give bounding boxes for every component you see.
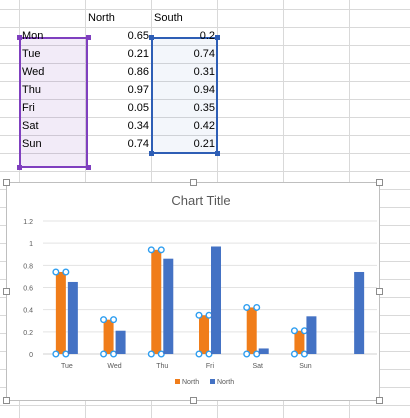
bar-selection-handle — [157, 350, 165, 358]
resize-handle-top-center[interactable] — [190, 179, 197, 186]
bar-selection-handle — [195, 311, 203, 319]
y-tick-label: 0.4 — [23, 308, 33, 315]
bar-selection-handle — [290, 350, 298, 358]
bar-selection-handle — [100, 350, 108, 358]
bar-series-1 — [103, 319, 114, 354]
legend-label: North — [182, 379, 199, 386]
bar-series-1 — [294, 330, 305, 354]
bar-selection-handle — [253, 350, 261, 358]
bar-selection-handle — [243, 350, 251, 358]
cell-south[interactable]: 0.42 — [193, 120, 215, 132]
cell-north[interactable]: 0.21 — [127, 48, 149, 60]
cell-south[interactable]: 0.74 — [193, 48, 215, 60]
chart-object[interactable]: Chart Title 0 0.2 0.4 0.6 0.8 1 1.2 Tue Wed Thu Fr… — [6, 182, 380, 401]
bar-selection-handle — [147, 350, 155, 358]
cell-label[interactable]: Wed — [22, 66, 45, 78]
resize-handle-middle-left[interactable] — [3, 288, 10, 295]
range-handle[interactable] — [86, 165, 91, 170]
bar-selection-handle — [52, 268, 60, 276]
cell-south[interactable]: 0.31 — [193, 66, 215, 78]
range-handle[interactable] — [86, 35, 91, 40]
cell-south[interactable]: 0.35 — [193, 102, 215, 114]
y-tick-label: 0.8 — [23, 263, 33, 270]
cell-south[interactable]: 0.21 — [193, 138, 215, 150]
cell-label[interactable]: Fri — [22, 102, 35, 114]
bar-series-1 — [246, 307, 257, 354]
cell-south[interactable]: 0.2 — [199, 30, 215, 42]
x-tick-label: Wed — [107, 363, 121, 370]
x-tick-label: Thu — [156, 363, 168, 370]
bar-selection-handle — [300, 350, 308, 358]
bar-selection-handle — [52, 350, 60, 358]
cell-north[interactable]: 0.34 — [127, 120, 149, 132]
bar-series-1 — [55, 271, 66, 354]
bar-series-1 — [151, 249, 162, 354]
cell-label[interactable]: Sat — [22, 120, 39, 132]
bar-series-2 — [115, 330, 126, 354]
range-handle[interactable] — [149, 151, 154, 156]
y-tick-label: 0.2 — [23, 330, 33, 337]
range-handle[interactable] — [149, 35, 154, 40]
range-handle[interactable] — [215, 151, 220, 156]
bar-selection-handle — [290, 327, 298, 335]
bar-selection-handle — [195, 350, 203, 358]
cell-north[interactable]: 0.05 — [127, 102, 149, 114]
bar-series-2 — [163, 258, 174, 354]
y-tick-label: 1.2 — [23, 219, 33, 226]
cell-label[interactable]: Mon — [22, 30, 44, 42]
resize-handle-middle-right[interactable] — [376, 288, 383, 295]
legend-label: North — [217, 379, 234, 386]
x-tick-label: Fri — [206, 363, 215, 370]
resize-handle-top-left[interactable] — [3, 179, 10, 186]
resize-handle-bottom-right[interactable] — [376, 397, 383, 404]
bar-selection-handle — [62, 350, 70, 358]
legend-swatch — [210, 379, 215, 384]
cell-north[interactable]: 0.65 — [127, 30, 149, 42]
range-handle[interactable] — [17, 165, 22, 170]
bar-selection-handle — [205, 311, 213, 319]
cell-label[interactable]: Tue — [22, 48, 41, 60]
header-south[interactable]: South — [154, 12, 183, 24]
cell-north[interactable]: 0.86 — [127, 66, 149, 78]
cell-label[interactable]: Sun — [22, 138, 42, 150]
range-handle[interactable] — [17, 35, 22, 40]
bar-series-2 — [258, 348, 269, 354]
x-tick-label: Sat — [252, 363, 263, 370]
range-handle[interactable] — [215, 35, 220, 40]
bar-selection-handle — [300, 327, 308, 335]
bar-selection-handle — [205, 350, 213, 358]
cell-north[interactable]: 0.74 — [127, 138, 149, 150]
bar-series-1 — [199, 315, 209, 354]
y-tick-label: 0 — [29, 352, 33, 359]
cell-north[interactable]: 0.97 — [127, 84, 149, 96]
header-north[interactable]: North — [88, 12, 115, 24]
resize-handle-bottom-left[interactable] — [3, 397, 10, 404]
resize-handle-top-right[interactable] — [376, 179, 383, 186]
cell-label[interactable]: Thu — [22, 84, 41, 96]
chart-title[interactable]: Chart Title — [171, 193, 230, 208]
bar-selection-handle — [110, 316, 118, 324]
bar-selection-handle — [110, 350, 118, 358]
cell-south[interactable]: 0.94 — [193, 84, 215, 96]
bar-selection-handle — [243, 303, 251, 311]
bar-selection-handle — [100, 316, 108, 324]
x-tick-label: Tue — [61, 363, 73, 370]
selected-range-labels[interactable] — [19, 37, 88, 168]
bar-series-2 — [354, 271, 365, 354]
bar-selection-handle — [62, 268, 70, 276]
resize-handle-bottom-center[interactable] — [190, 397, 197, 404]
bar-selection-handle — [253, 303, 261, 311]
y-tick-label: 1 — [29, 241, 33, 248]
y-tick-label: 0.6 — [23, 286, 33, 293]
x-tick-label: Sun — [299, 363, 312, 370]
bar-selection-handle — [157, 246, 165, 254]
bar-selection-handle — [147, 246, 155, 254]
selected-range-values[interactable] — [151, 37, 218, 154]
bar-series-2 — [211, 246, 221, 354]
bar-series-2 — [67, 281, 78, 354]
bar-series-2 — [306, 316, 317, 354]
chart-canvas: Chart Title 0 0.2 0.4 0.6 0.8 1 1.2 Tue Wed Thu Fr… — [23, 193, 377, 386]
legend-swatch — [175, 379, 180, 384]
